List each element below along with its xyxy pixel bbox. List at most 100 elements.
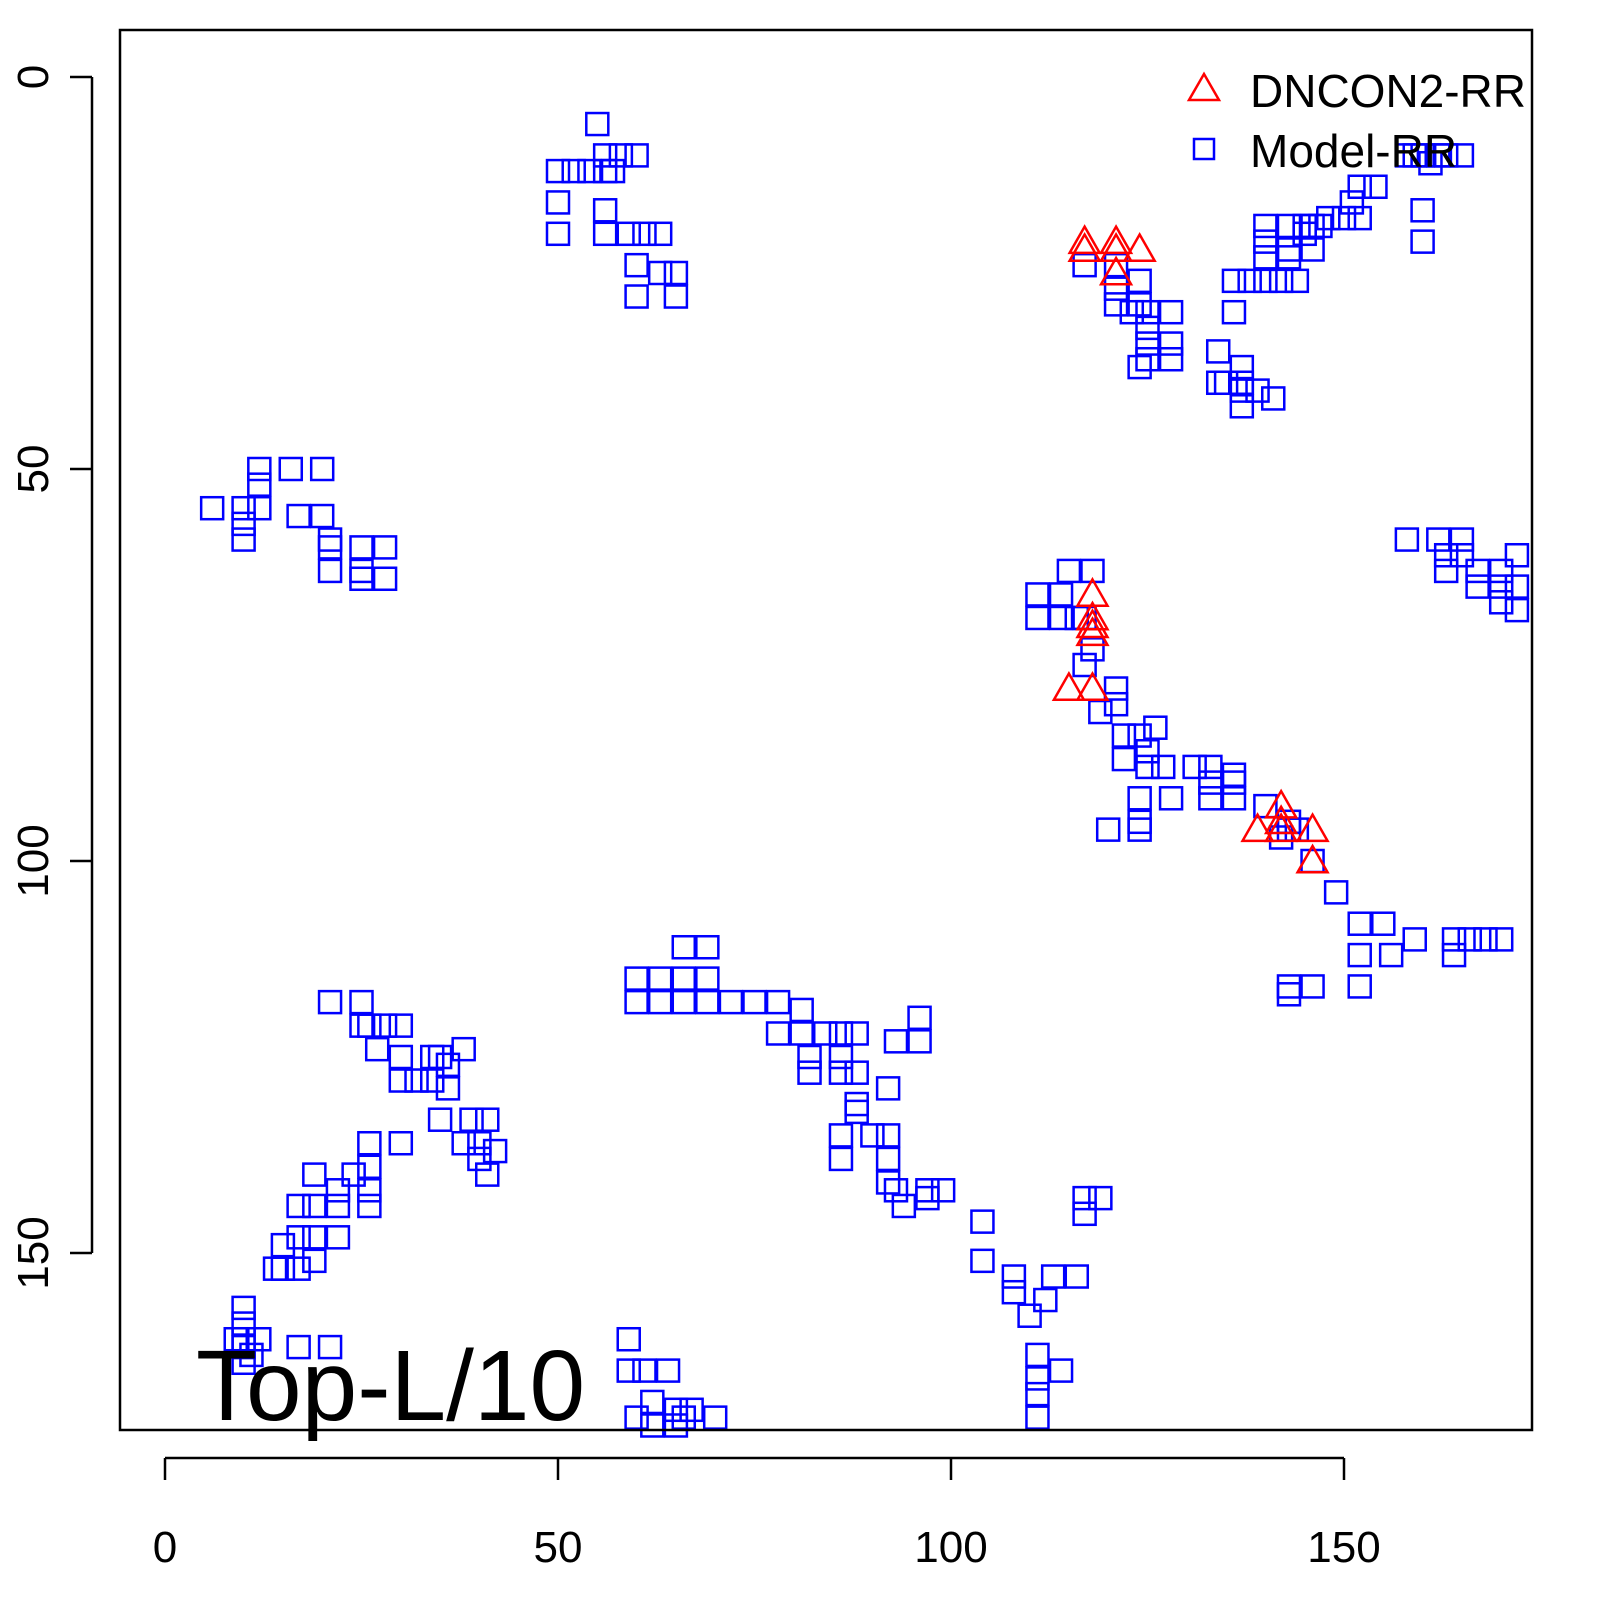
- model-rr-point: [1103, 676, 1129, 701]
- model-rr-point: [1127, 817, 1152, 842]
- model-rr-point: [1135, 299, 1160, 325]
- model-rr-point: [1292, 221, 1317, 247]
- model-rr-point: [1127, 786, 1152, 811]
- model-rr-point: [1127, 292, 1152, 317]
- model-rr-point: [1488, 574, 1514, 599]
- model-rr-point: [1229, 378, 1255, 403]
- dncon2-rr-point: [1295, 812, 1330, 843]
- model-rr-point: [907, 1005, 932, 1031]
- model-rr-point: [1072, 1185, 1097, 1211]
- model-rr-point: [475, 1162, 500, 1187]
- model-rr-point: [1158, 331, 1184, 356]
- model-rr-point: [341, 1162, 366, 1187]
- model-rr-point: [1143, 715, 1168, 740]
- model-rr-point: [1371, 911, 1396, 936]
- model-rr-point: [1221, 268, 1247, 294]
- model-rr-point: [357, 1130, 382, 1156]
- model-rr-point: [1229, 370, 1255, 396]
- model-rr-point: [907, 1029, 932, 1054]
- model-rr-point: [1418, 150, 1443, 176]
- model-rr-point: [624, 1405, 649, 1430]
- model-rr-point: [302, 1193, 327, 1219]
- model-rr-point: [1221, 299, 1247, 325]
- model-rr-point: [1316, 205, 1341, 231]
- legend-entry-model-rr: Model-RR: [1192, 125, 1457, 177]
- y-axis: 0 50 100 150: [9, 65, 94, 1290]
- model-rr-point: [1221, 770, 1247, 795]
- model-rr-point: [828, 1123, 854, 1148]
- dncon2-rr-point: [1067, 231, 1102, 262]
- model-rr-point: [1119, 299, 1145, 325]
- model-rr-point: [624, 284, 649, 309]
- model-rr-point: [199, 495, 225, 521]
- model-rr-point: [1017, 1303, 1042, 1328]
- model-rr-point: [317, 1334, 343, 1360]
- model-rr-point: [404, 1068, 429, 1093]
- model-rr-point: [1465, 558, 1490, 584]
- model-rr-point: [231, 1350, 256, 1376]
- model-rr-point: [1410, 229, 1435, 254]
- model-rr-point: [663, 260, 689, 286]
- model-rr-point: [742, 989, 767, 1015]
- model-rr-point: [1268, 268, 1294, 294]
- model-rr-point: [828, 1146, 854, 1172]
- model-rr-point: [278, 456, 304, 482]
- model-rr-point: [451, 1036, 476, 1062]
- x-axis: 0 50 100 150: [153, 1456, 1381, 1572]
- model-rr-point: [789, 1021, 814, 1046]
- model-rr-point: [1426, 527, 1451, 552]
- model-rr-point: [317, 527, 343, 552]
- model-rr-point: [1331, 205, 1357, 231]
- model-rr-point: [875, 1170, 901, 1195]
- model-rr-point: [1378, 942, 1404, 968]
- model-rr-point: [419, 1044, 445, 1070]
- model-rr-point: [600, 158, 626, 184]
- model-rr-point: [1127, 354, 1152, 380]
- model-rr-point: [1488, 558, 1514, 584]
- model-rr-point: [1127, 723, 1152, 748]
- dncon2-rr-point: [1067, 224, 1102, 255]
- model-rr-point: [1229, 354, 1255, 380]
- model-rr-point: [325, 1193, 351, 1219]
- model-rr-point: [1276, 213, 1302, 239]
- model-rr-point: [1253, 213, 1278, 239]
- model-rr-point: [1135, 346, 1160, 372]
- model-rr-point: [1339, 190, 1365, 215]
- model-rr-point: [1072, 1201, 1097, 1227]
- model-rr-point: [231, 1295, 256, 1321]
- model-rr-point: [1048, 1358, 1074, 1383]
- model-rr-point: [1347, 911, 1372, 936]
- model-rr-point: [883, 1178, 909, 1203]
- model-rr-point: [349, 1013, 374, 1038]
- model-rr-point: [1025, 1405, 1050, 1430]
- model-rr-point: [1198, 786, 1223, 811]
- model-rr-point: [1103, 691, 1129, 717]
- model-rr-point: [828, 1060, 854, 1085]
- model-rr-point: [388, 1130, 414, 1156]
- x-tick-label: 0: [153, 1523, 177, 1572]
- model-rr-point: [718, 989, 744, 1015]
- model-rr-point: [592, 198, 618, 223]
- model-rr-point: [270, 1256, 296, 1281]
- model-rr-point: [1253, 268, 1278, 294]
- model-rr-point: [632, 221, 657, 247]
- model-rr-point: [844, 1099, 869, 1125]
- model-rr-point: [860, 1123, 885, 1148]
- model-rr-point: [419, 1068, 445, 1093]
- model-rr-point: [1308, 213, 1333, 239]
- model-rr-point: [1292, 213, 1317, 239]
- model-rr-point: [1205, 339, 1231, 364]
- model-rr-point: [875, 1123, 901, 1148]
- model-rr-point: [930, 1178, 956, 1203]
- y-tick-label: 100: [9, 824, 58, 897]
- model-rr-point: [317, 558, 343, 584]
- model-rr-point: [671, 989, 697, 1015]
- model-rr-point: [875, 1076, 901, 1101]
- dncon2-rr-point: [1075, 576, 1110, 607]
- model-rr-point: [1198, 754, 1223, 780]
- dncon2-rr-point: [1263, 804, 1299, 835]
- model-rr-point: [647, 221, 673, 247]
- model-rr-point: [1300, 974, 1325, 999]
- model-rr-point: [1158, 299, 1184, 325]
- model-rr-point: [828, 1021, 854, 1046]
